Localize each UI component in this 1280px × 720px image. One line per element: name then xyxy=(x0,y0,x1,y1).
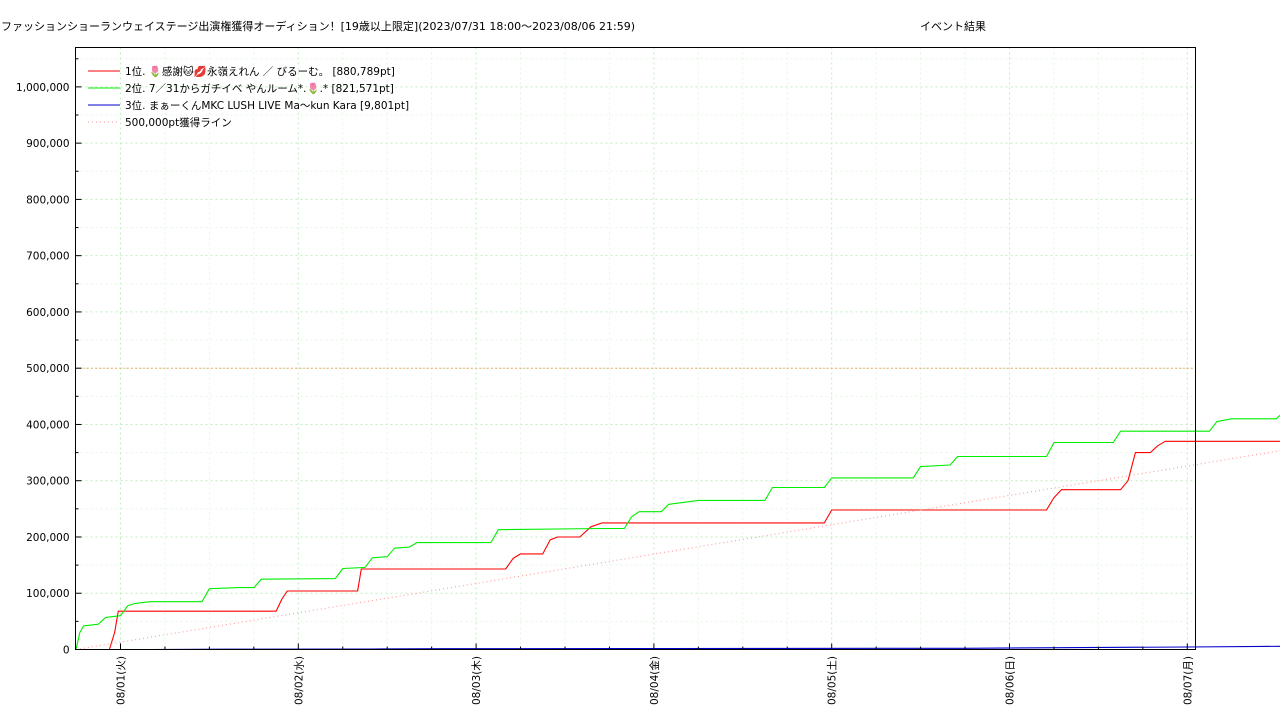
legend: 1位. 🌷感謝🐱💋永嶺えれん ／ びるーむ。 [880,789pt] 2位. 7／… xyxy=(88,65,409,129)
y-tick-label: 0 xyxy=(63,645,70,657)
legend-label-2: 2位. 7／31からガチイベ やんルーム*.🌷.* [821,571pt] xyxy=(125,82,394,95)
plot-frame xyxy=(75,47,1196,650)
y-tick-label: 300,000 xyxy=(26,476,69,488)
y-tick-label: 600,000 xyxy=(26,307,69,319)
y-tick-label: 800,000 xyxy=(26,194,69,206)
x-tick-label: 08/05(土) xyxy=(826,656,839,705)
series-line-2 xyxy=(75,414,1280,650)
series-lines xyxy=(75,414,1280,651)
y-tick-label: 500,000 xyxy=(26,363,69,375)
series-line-3 xyxy=(76,645,1280,651)
x-tick-label: 08/07(月) xyxy=(1182,656,1194,705)
y-tick-label: 100,000 xyxy=(26,588,69,600)
legend-label-4: 500,000pt獲得ライン xyxy=(125,116,232,129)
grid xyxy=(75,47,1196,650)
chart-subtitle: イベント結果 xyxy=(920,19,986,33)
y-tick-label: 700,000 xyxy=(26,251,69,263)
y-tick-label: 400,000 xyxy=(26,419,69,431)
x-tick-label: 08/04(金) xyxy=(648,656,661,705)
x-tick-label: 08/02(水) xyxy=(293,656,305,705)
legend-label-1: 1位. 🌷感謝🐱💋永嶺えれん ／ びるーむ。 [880,789pt] xyxy=(125,65,395,78)
x-tick-label: 08/03(木) xyxy=(471,656,483,705)
y-tick-label: 200,000 xyxy=(26,532,69,544)
x-tick-label: 08/01(火) xyxy=(116,656,128,705)
axes: 0 100,000 200,000 300,000 400,000 500,000 600,… xyxy=(16,58,1194,705)
chart-title: ファッションショーランウェイステージ出演権獲得オーディション！[19歳以上限定]… xyxy=(1,19,635,33)
x-tick-label: 08/06(日) xyxy=(1005,656,1017,705)
y-tick-label: 900,000 xyxy=(26,138,69,150)
legend-label-3: 3位. まぁーくんMKC LUSH LIVE Ma〜kun Kara [9,80… xyxy=(125,99,409,112)
y-tick-label: 1,000,000 xyxy=(16,82,69,94)
series-line-1 xyxy=(76,440,1280,651)
